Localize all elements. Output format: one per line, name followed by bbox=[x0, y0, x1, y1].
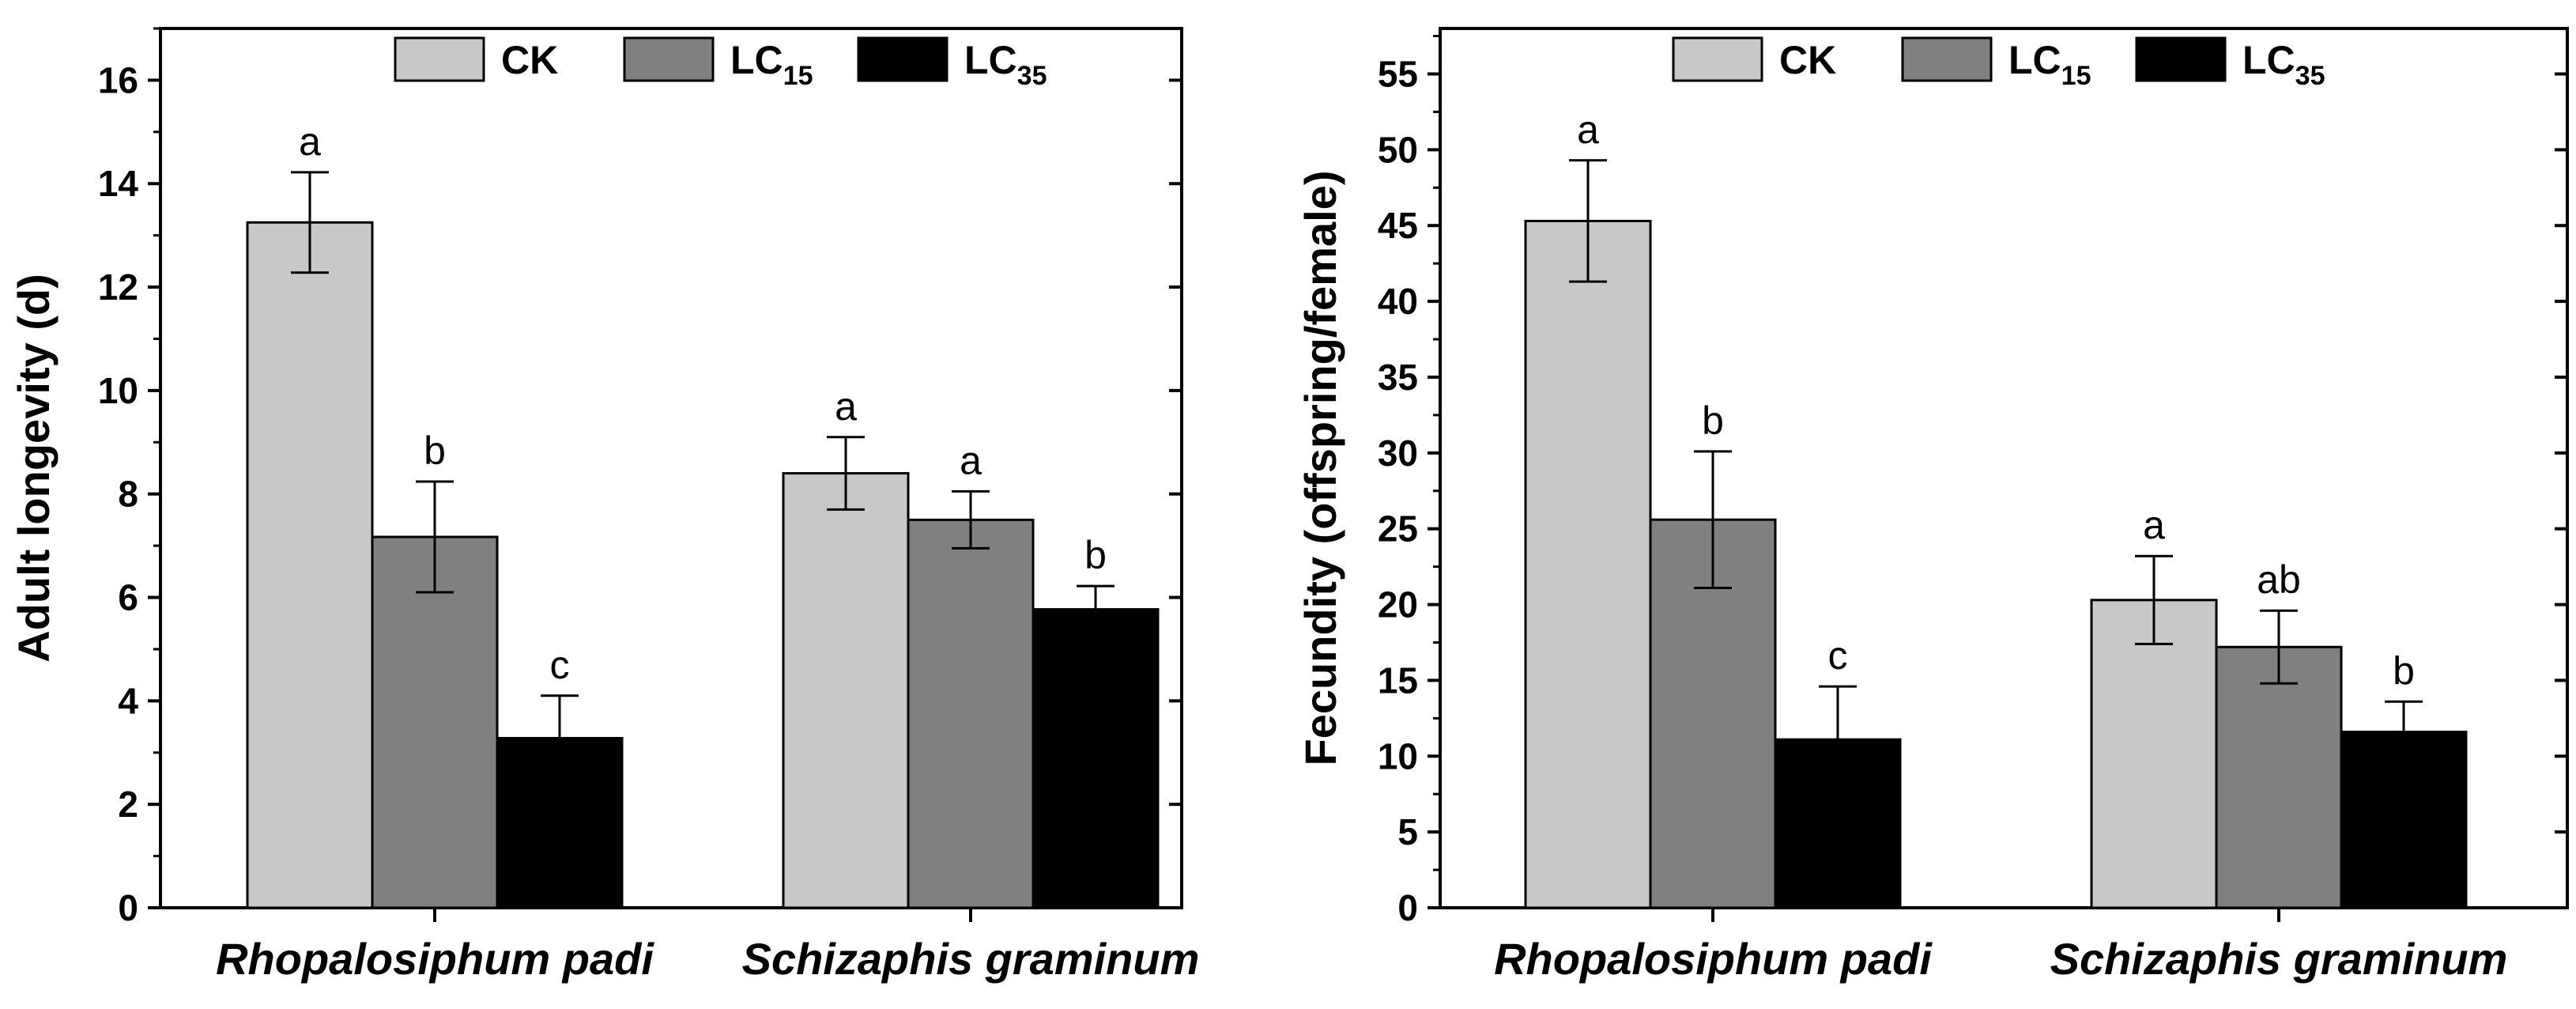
legend-label-lc15: LC15 bbox=[2008, 38, 2091, 91]
y-tick-label: 12 bbox=[98, 266, 138, 308]
y-tick-label: 10 bbox=[1378, 735, 1418, 777]
y-tick-label: 6 bbox=[118, 577, 138, 618]
y-tick-label: 25 bbox=[1378, 508, 1418, 550]
bar-lc15-rhopalosiphum-padi bbox=[371, 535, 499, 909]
y-tick-label: 10 bbox=[98, 370, 138, 411]
y-tick-label: 5 bbox=[1397, 811, 1418, 852]
x-tick-label-rhopalosiphum-padi: Rhopalosiphum padi bbox=[1494, 934, 1933, 984]
y-tick-label: 30 bbox=[1378, 433, 1418, 474]
bar-lc35-schizaphis-graminum bbox=[1032, 608, 1160, 909]
significance-letter: a bbox=[299, 119, 321, 164]
legend-label-lc15: LC15 bbox=[730, 38, 813, 91]
significance-letter: b bbox=[1084, 533, 1107, 577]
legend-swatch-lc35 bbox=[857, 36, 949, 82]
y-tick-label: 15 bbox=[1378, 659, 1418, 701]
x-tick-label-schizaphis-graminum: Schizaphis graminum bbox=[2050, 934, 2508, 984]
bar-lc15-schizaphis-graminum bbox=[907, 518, 1035, 909]
y-tick-label: 0 bbox=[118, 887, 138, 928]
legend-swatch-ck bbox=[1672, 36, 1763, 82]
significance-letter: b bbox=[424, 429, 446, 473]
significance-letter: a bbox=[2143, 503, 2165, 547]
significance-letter: c bbox=[550, 643, 570, 687]
significance-letter: b bbox=[1702, 399, 1724, 443]
y-tick-label: 4 bbox=[118, 680, 138, 721]
bar-ck-schizaphis-graminum bbox=[2090, 599, 2218, 909]
bar-ck-rhopalosiphum-padi bbox=[1524, 219, 1652, 909]
y-tick-label: 8 bbox=[118, 474, 138, 515]
significance-letter: ab bbox=[2257, 557, 2301, 602]
y-tick-label: 45 bbox=[1378, 205, 1418, 246]
y-axis-title: Adult longevity (d) bbox=[9, 274, 58, 663]
plot-frame bbox=[159, 27, 1183, 909]
bar-lc15-schizaphis-graminum bbox=[2215, 645, 2343, 909]
y-tick-label: 2 bbox=[118, 784, 138, 825]
y-tick-label: 55 bbox=[1378, 54, 1418, 95]
y-tick-label: 16 bbox=[98, 59, 138, 100]
legend-swatch-lc15 bbox=[1901, 36, 1993, 82]
y-tick-label: 14 bbox=[98, 163, 139, 204]
longevity-chart: 0 2 4 6 8 10 12 14 16 Adult longevity (d) Rhopalos… bbox=[9, 27, 1200, 984]
x-tick-label-schizaphis-graminum: Schizaphis graminum bbox=[742, 934, 1200, 984]
significance-letter: a bbox=[1577, 108, 1599, 152]
plot-frame bbox=[1439, 27, 2569, 909]
legend-label-lc35: LC35 bbox=[964, 38, 1047, 91]
y-tick-label: 0 bbox=[1397, 887, 1418, 928]
legend-swatch-ck bbox=[394, 36, 485, 82]
legend-label-ck: CK bbox=[501, 38, 558, 82]
legend-label-ck: CK bbox=[1779, 38, 1836, 82]
y-tick-label: 40 bbox=[1378, 281, 1418, 322]
significance-letter: b bbox=[2393, 648, 2415, 693]
y-tick-label: 20 bbox=[1378, 584, 1418, 625]
y-tick-label: 35 bbox=[1378, 357, 1418, 398]
y-tick-label: 50 bbox=[1378, 129, 1418, 170]
significance-letter: a bbox=[960, 438, 982, 482]
bar-ck-schizaphis-graminum bbox=[782, 472, 910, 909]
y-axis-title: Fecundity (offspring/female) bbox=[1296, 171, 1345, 766]
significance-letter: a bbox=[835, 384, 857, 429]
legend-swatch-lc15 bbox=[623, 36, 715, 82]
legend-label-lc35: LC35 bbox=[2242, 38, 2325, 91]
legend-swatch-lc35 bbox=[2135, 36, 2227, 82]
x-tick-label-rhopalosiphum-padi: Rhopalosiphum padi bbox=[216, 934, 654, 984]
significance-letter: c bbox=[1828, 633, 1848, 678]
fecundity-chart: 0 5 10 15 20 25 30 35 40 45 50 55 Fecundity (offspri… bbox=[1296, 27, 2569, 984]
bar-ck-rhopalosiphum-padi bbox=[246, 221, 374, 909]
